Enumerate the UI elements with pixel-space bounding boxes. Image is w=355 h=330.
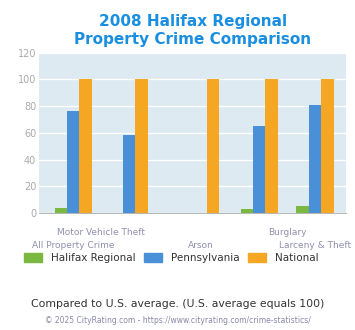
Text: © 2025 CityRating.com - https://www.cityrating.com/crime-statistics/: © 2025 CityRating.com - https://www.city… [45,316,310,325]
Legend: Halifax Regional, Pennsylvania, National: Halifax Regional, Pennsylvania, National [20,248,323,267]
Text: Arson: Arson [187,241,213,250]
Bar [207,80,219,213]
Bar [135,80,148,213]
Bar [67,112,80,213]
Title: 2008 Halifax Regional
Property Crime Comparison: 2008 Halifax Regional Property Crime Com… [74,14,311,48]
Bar [123,136,135,213]
Bar [266,80,278,213]
Text: All Property Crime: All Property Crime [32,241,114,250]
Bar [296,206,309,213]
Text: Compared to U.S. average. (U.S. average equals 100): Compared to U.S. average. (U.S. average … [31,299,324,309]
Bar [241,209,253,213]
Bar [321,80,334,213]
Text: Motor Vehicle Theft: Motor Vehicle Theft [57,228,145,237]
Bar [55,208,67,213]
Bar [309,105,321,213]
Text: Burglary: Burglary [268,228,306,237]
Bar [80,80,92,213]
Bar [253,126,266,213]
Text: Larceny & Theft: Larceny & Theft [279,241,351,250]
